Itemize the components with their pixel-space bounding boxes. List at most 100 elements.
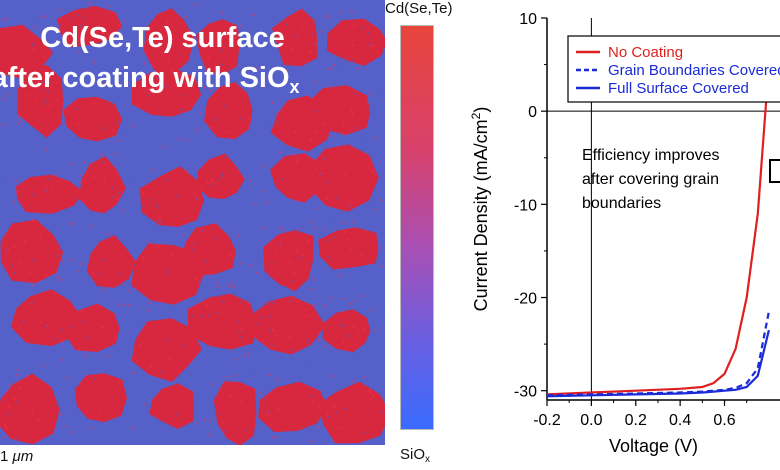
grain-18 [0,219,64,284]
speckle-327 [78,174,81,177]
speckle-627 [147,309,150,312]
speckle-331 [79,262,82,265]
speckle-402 [346,239,349,241]
speckle-258 [245,376,248,378]
speckle-536 [78,348,81,351]
speckle-375 [92,272,94,275]
speckle-374 [342,221,345,224]
map-title-line2-main: after coating with SiO [0,62,290,94]
speckle-388 [327,416,329,418]
y-tick-label-0: 10 [519,11,537,28]
speckle-252 [334,236,337,239]
speckle-382 [252,75,255,78]
speckle-398 [377,316,379,319]
speckle-626 [209,89,211,92]
speckle-78 [179,0,182,3]
speckle-14 [336,286,339,289]
speckle-194 [342,324,345,327]
speckle-446 [180,345,183,348]
speckle-519 [363,431,366,434]
speckle-464 [117,303,120,306]
speckle-123 [247,301,250,304]
speckle-528 [290,280,293,282]
speckle-201 [272,329,275,332]
grain-24 [11,289,82,347]
legend-label-2: Full Surface Covered [608,80,749,97]
speckle-603 [227,284,229,287]
speckle-157 [199,185,201,188]
speckle-299 [106,354,109,357]
speckle-597 [193,174,196,177]
speckle-624 [19,262,22,265]
speckle-590 [214,239,217,242]
scale-bar-label: 1 μm [0,448,33,465]
speckle-481 [70,163,73,166]
speckle-213 [197,441,200,444]
speckle-196 [135,320,138,323]
scale-bar-value: 1 [0,448,13,465]
speckle-329 [214,36,217,39]
speckle-160 [207,56,210,58]
speckle-205 [202,203,205,206]
speckle-486 [295,34,298,37]
speckle-306 [334,411,337,414]
speckle-259 [371,44,374,47]
speckle-523 [30,301,33,304]
speckle-91 [170,342,173,345]
speckle-602 [114,443,117,445]
speckle-283 [307,339,310,341]
speckle-5 [216,204,219,207]
speckle-11 [231,255,234,258]
speckle-185 [379,265,382,268]
grain-11 [307,85,371,135]
speckle-30 [312,304,315,306]
speckle-18 [155,203,158,206]
speckle-690 [15,125,17,127]
speckle-200 [123,303,126,306]
speckle-291 [315,42,318,45]
speckle-42 [300,374,303,376]
speckle-474 [145,405,148,408]
speckle-499 [255,271,258,274]
speckle-489 [268,137,271,140]
speckle-326 [64,93,67,96]
speckle-394 [313,227,316,230]
speckle-525 [116,247,119,250]
grain-28 [252,295,326,355]
speckle-430 [46,324,49,327]
speckle-565 [122,20,125,23]
speckle-659 [133,264,135,267]
y-axis-title-tail: ) [471,107,491,113]
grain-group [0,5,385,445]
speckle-480 [192,314,195,317]
speckle-434 [169,358,172,361]
speckle-556 [216,311,219,314]
speckle-576 [282,75,285,78]
speckle-592 [17,115,20,118]
speckle-294 [132,180,135,182]
speckle-165 [321,30,323,33]
speckle-387 [352,221,355,223]
speckle-537 [50,188,53,191]
speckle-271 [84,56,87,59]
speckle-300 [39,321,42,324]
speckle-39 [361,254,364,257]
speckle-401 [253,382,256,385]
speckle-502 [327,216,330,219]
speckle-667 [195,277,198,280]
speckle-84 [210,179,213,182]
speckle-463 [231,292,234,295]
speckle-108 [269,126,272,129]
speckle-647 [369,397,372,400]
speckle-630 [241,423,244,426]
speckle-95 [4,423,7,426]
speckle-220 [134,140,137,143]
speckle-16 [59,23,62,26]
speckle-15 [133,177,136,180]
speckle-589 [94,102,97,105]
speckle-376 [147,88,150,91]
speckle-582 [132,125,135,128]
speckle-260 [148,91,151,94]
speckle-21 [76,270,79,273]
speckle-2 [75,10,78,13]
